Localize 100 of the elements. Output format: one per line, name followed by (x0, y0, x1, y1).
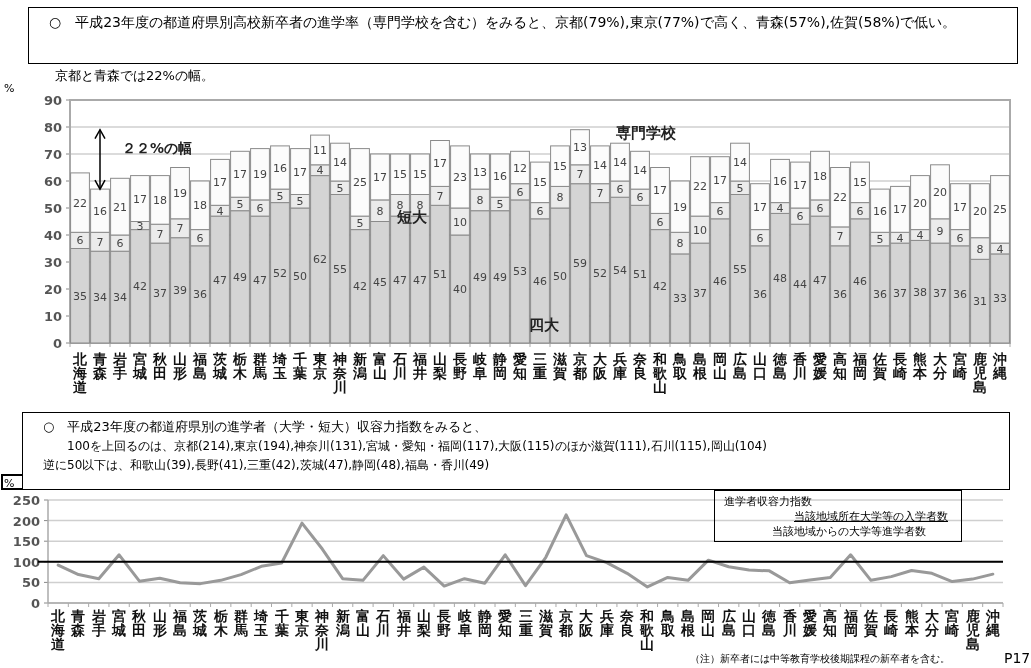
x-tick-label: 青森 (70, 608, 87, 638)
data-label: 14 (633, 164, 647, 178)
data-label: 7 (176, 222, 184, 236)
data-label: 14 (733, 156, 747, 170)
x-tick-label: 福島 (172, 608, 188, 638)
x-tick-label: 愛知 (497, 608, 513, 638)
data-label: 40 (453, 283, 467, 296)
x-tick-label: 京都 (572, 351, 587, 381)
data-label: 47 (393, 273, 407, 287)
data-label: 52 (593, 266, 607, 280)
text: 逆に50以下は、和歌山(39),長野(41),三重(42),茨城(47),静岡(48),福島・香川(49) (43, 456, 491, 474)
x-tick-label: 福岡 (842, 608, 858, 638)
data-label: 42 (133, 280, 147, 294)
data-label: 16 (773, 175, 787, 188)
data-label: 6 (816, 202, 824, 215)
data-label: 34 (113, 291, 127, 305)
x-tick-label: 大阪 (579, 608, 595, 638)
x-tick-label: 東京 (312, 351, 328, 381)
x-tick-label: 山形 (172, 351, 187, 381)
y-tick-label: 150 (12, 534, 40, 550)
x-tick-label: 熊本 (912, 351, 928, 381)
x-tick-label: 福島 (192, 351, 207, 381)
chart-subtitle: 京都と青森では22%の幅。 (55, 67, 214, 85)
data-label: 46 (533, 274, 547, 288)
data-label: 6 (716, 204, 724, 218)
x-tick-label: 熊本 (903, 608, 920, 638)
x-tick-label: 新潟 (352, 351, 367, 381)
x-tick-label: 栃木 (212, 608, 229, 638)
data-label: 51 (633, 268, 647, 282)
data-label: 48 (773, 272, 787, 286)
x-tick-label: 岡山 (713, 351, 727, 381)
text: （注）新卒者には中等教育学校後期課程の新卒者を含む。 (690, 652, 950, 666)
data-label: 17 (213, 176, 227, 190)
x-tick-label: 和歌山 (639, 608, 656, 652)
data-label: 17 (373, 170, 387, 184)
x-tick-label: 山梨 (415, 608, 431, 638)
x-tick-label: 佐賀 (872, 351, 887, 381)
data-label: 50 (553, 269, 567, 283)
data-label: 46 (713, 274, 727, 288)
x-tick-label: 奈良 (632, 351, 648, 381)
data-label: 21 (113, 200, 127, 214)
data-label: 8 (676, 237, 684, 251)
x-tick-label: 香川 (792, 351, 808, 381)
data-label: 6 (76, 234, 84, 248)
data-label: 13 (573, 141, 587, 155)
data-label: 7 (836, 230, 844, 244)
y-tick-label: 80 (43, 120, 62, 135)
data-label: 10 (693, 223, 707, 237)
data-label: 7 (596, 187, 604, 201)
x-tick-label: 大分 (923, 608, 940, 638)
data-label: 20 (933, 185, 947, 199)
annotation: 進学者収容力指数 (724, 494, 812, 509)
data-label: 22 (833, 191, 847, 205)
data-label: 47 (813, 273, 827, 287)
data-label: 14 (333, 156, 347, 170)
y-tick-label: 40 (43, 228, 62, 243)
data-label: 6 (116, 237, 124, 251)
data-label: 53 (513, 265, 527, 279)
data-label: 37 (693, 287, 707, 301)
data-label: 8 (376, 204, 384, 218)
data-label: 7 (576, 168, 584, 182)
data-label: 38 (913, 285, 927, 299)
data-label: 6 (636, 191, 644, 205)
data-label: 17 (793, 179, 807, 193)
data-label: 6 (196, 231, 204, 245)
x-tick-label: 岩手 (112, 351, 127, 381)
data-label: 7 (436, 189, 444, 203)
x-tick-label: 石川 (392, 351, 407, 381)
data-label: 37 (933, 287, 947, 301)
data-label: 18 (153, 193, 167, 207)
x-tick-label: 群馬 (233, 608, 249, 638)
data-label: 6 (856, 204, 864, 218)
data-label: 5 (736, 181, 744, 195)
data-label: 54 (613, 264, 627, 278)
text: P17 (1004, 650, 1031, 666)
data-label: 5 (336, 181, 344, 195)
data-label: 8 (476, 193, 484, 207)
data-label: 14 (613, 156, 627, 170)
x-tick-label: 愛知 (512, 351, 527, 381)
y-tick-label: 10 (43, 309, 62, 324)
x-tick-label: 茨城 (192, 608, 209, 638)
data-label: 6 (956, 231, 964, 245)
data-label: 15 (533, 176, 547, 190)
data-label: 52 (273, 266, 287, 280)
y-tick-label: 60 (43, 174, 62, 189)
data-label: 25 (993, 203, 1007, 217)
data-label: 35 (73, 289, 87, 303)
x-tick-label: 滋賀 (537, 608, 553, 638)
chart-title: ○ 平成23年度の都道府県別高校新卒者の進学率（専門学校を含む）をみると、京都(79%),東京(77%)で高く、青森(57%),佐賀(58%)で低い。 (49, 13, 958, 32)
data-label: 6 (516, 185, 524, 199)
data-label: 16 (273, 161, 287, 175)
x-tick-label: 岐阜 (456, 608, 473, 638)
series-label: 専門学校 (615, 124, 677, 143)
x-tick-label: 高知 (822, 608, 838, 638)
data-label: 33 (673, 292, 687, 306)
data-label: 20 (973, 204, 987, 218)
data-label: 5 (496, 197, 504, 211)
y-tick-label: 200 (12, 513, 40, 529)
data-label: 49 (493, 270, 507, 284)
data-label: 15 (393, 168, 407, 182)
